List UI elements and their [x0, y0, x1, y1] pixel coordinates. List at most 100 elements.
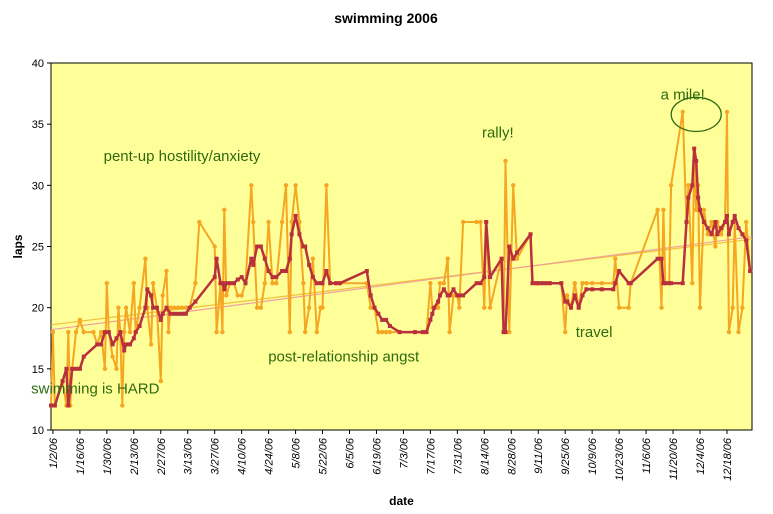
moving-average-point [293, 213, 298, 218]
daily-point [507, 329, 512, 335]
moving-average-point [128, 342, 132, 347]
daily-point [320, 305, 325, 310]
daily-point [303, 329, 308, 335]
moving-average-point [428, 317, 433, 322]
moving-average-point [528, 232, 533, 237]
daily-point [148, 342, 154, 347]
daily-point [50, 329, 56, 335]
daily-point [91, 329, 96, 335]
moving-average-point [696, 195, 701, 200]
moving-average-point [118, 330, 123, 335]
moving-average-point [447, 293, 452, 298]
moving-average-point [457, 293, 462, 298]
annotation-label: swimming is HARD [31, 380, 160, 397]
moving-average-point [224, 281, 229, 286]
moving-average-point [432, 305, 437, 310]
moving-average-point [655, 256, 660, 261]
moving-average-point [270, 275, 275, 280]
moving-average-point [438, 293, 442, 298]
daily-point [172, 305, 177, 310]
chart-title: swimming 2006 [334, 10, 438, 26]
moving-average-point [744, 238, 749, 243]
moving-average-point [611, 287, 616, 292]
moving-average-point [511, 256, 516, 261]
moving-average-point [503, 330, 508, 335]
moving-average-point [180, 311, 184, 316]
moving-average-point [569, 305, 573, 310]
annotations: swimming is HARD pent-up hostility/anxiet… [31, 87, 722, 397]
x-tick-label: 9/11/06 [533, 437, 545, 474]
daily-point [77, 317, 83, 323]
moving-average-point [183, 311, 188, 316]
annotation-label: rally! [482, 125, 514, 142]
moving-average-point [499, 256, 504, 261]
daily-point [661, 207, 666, 212]
moving-average-point [297, 232, 302, 237]
daily-point [447, 329, 452, 335]
moving-average-point [669, 281, 674, 286]
daily-point [102, 366, 108, 371]
daily-point [451, 293, 456, 298]
daily-point [460, 219, 466, 225]
moving-average-point [307, 262, 312, 267]
moving-average-point [160, 311, 165, 316]
moving-average-point [705, 226, 710, 231]
moving-average-point [397, 330, 402, 335]
daily-point [254, 305, 260, 310]
daily-point [616, 305, 622, 310]
moving-average-point [584, 287, 589, 292]
moving-average-point [110, 342, 115, 347]
moving-average-point [482, 275, 487, 280]
daily-point [697, 305, 703, 310]
moving-average-point [451, 287, 456, 292]
daily-point [293, 183, 298, 188]
daily-point [701, 207, 707, 212]
moving-average-point [736, 226, 741, 231]
moving-average-point [690, 183, 695, 188]
moving-average-point [99, 342, 104, 347]
daily-point [258, 305, 264, 310]
moving-average-point [66, 403, 71, 408]
moving-average-point [49, 403, 53, 408]
moving-average-point [255, 244, 260, 249]
moving-average-point [540, 281, 545, 286]
daily-point [131, 281, 136, 286]
daily-point [441, 281, 447, 286]
moving-average-point [380, 317, 385, 322]
daily-point [287, 329, 292, 335]
x-tick-label: 11/20/06 [668, 437, 680, 480]
daily-point [137, 305, 142, 310]
moving-average-point [559, 281, 564, 286]
moving-average-point [164, 305, 169, 310]
daily-point [123, 305, 129, 310]
moving-average-point [441, 287, 446, 292]
moving-average-point [694, 158, 699, 163]
daily-point [613, 256, 618, 261]
daily-point [193, 281, 198, 286]
daily-point [274, 281, 279, 286]
moving-average-point [114, 336, 119, 341]
daily-point [150, 281, 156, 286]
moving-average-point [686, 195, 691, 200]
x-tick-label: 5/8/06 [291, 437, 303, 468]
daily-point [262, 281, 267, 286]
moving-average-point [424, 330, 429, 335]
daily-point [563, 329, 568, 335]
daily-point [387, 329, 393, 335]
moving-average-point [280, 269, 285, 273]
daily-point [179, 305, 185, 310]
x-tick-label: 3/27/06 [210, 437, 222, 475]
moving-average-point [310, 275, 315, 280]
moving-average-point [74, 366, 78, 371]
moving-average-point [232, 281, 236, 286]
daily-point [306, 305, 312, 310]
moving-average-point [713, 220, 718, 224]
x-tick-label: 1/2/06 [48, 437, 60, 468]
daily-point [482, 305, 487, 310]
daily-point [251, 219, 256, 225]
moving-average-point [212, 275, 217, 280]
daily-point [584, 281, 589, 286]
daily-point [279, 219, 285, 225]
moving-average-point [478, 281, 483, 286]
moving-average-point [732, 213, 737, 218]
